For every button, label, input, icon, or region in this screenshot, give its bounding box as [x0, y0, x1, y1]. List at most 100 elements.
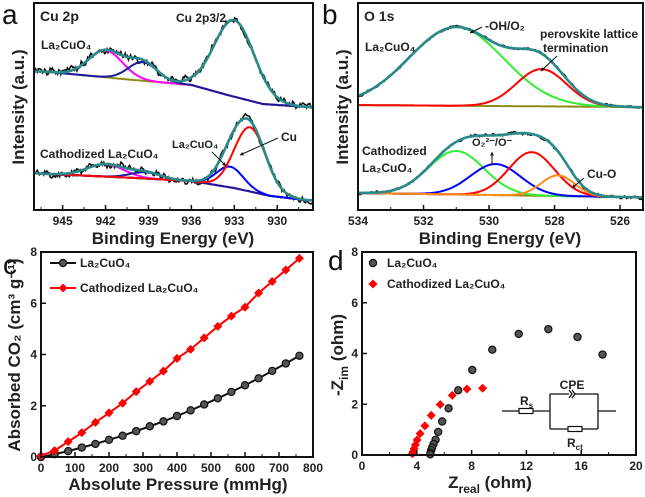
data-point	[226, 311, 236, 321]
data-point	[186, 406, 195, 415]
data-point	[295, 351, 304, 360]
arrow-cu	[239, 137, 279, 156]
annotation-cu2p32: Cu 2p3/2	[176, 11, 226, 25]
data-point	[267, 276, 277, 286]
panel-a-xtick-label: 936	[181, 214, 201, 228]
fit-envelope-a0	[33, 18, 314, 109]
panel-c-xtick-label: 500	[201, 461, 221, 475]
panel-b-xtick-label: 532	[414, 214, 434, 228]
legend-label-c-1: Cathodized La₂CuO₄	[80, 281, 199, 295]
data-point	[104, 435, 114, 445]
data-point	[268, 366, 277, 376]
annotation-oh: -OH/O₂	[485, 19, 525, 33]
panel-letter-b: b	[322, 0, 338, 30]
data-point	[227, 387, 236, 397]
arrow-la2cuo4-head	[222, 162, 226, 166]
panel-d-ytick-label: 0	[351, 448, 358, 462]
legend-marker-d-1	[368, 279, 378, 289]
panel-c-ytick-label: 4	[30, 348, 37, 362]
data-point	[90, 417, 100, 427]
panel-a-xtick-label: 945	[53, 214, 73, 228]
panel-d-xtick-label: 0	[359, 459, 366, 473]
annotation-perovskite-1: perovskite lattice	[540, 27, 638, 41]
data-point	[426, 410, 436, 420]
data-point	[433, 427, 443, 437]
data-point	[199, 333, 209, 343]
panel-b-frame	[357, 2, 644, 211]
data-point	[63, 446, 73, 456]
annotation-la2cuo4-component: La₂CuO₄	[172, 139, 218, 151]
label-cathodized-b-1: Cathodized	[362, 144, 427, 158]
data-point	[63, 437, 73, 447]
panel-b-xtick-label: 526	[610, 214, 630, 228]
legend-marker-d-0	[368, 258, 378, 268]
data-point	[544, 324, 553, 334]
panel-d: 0 4 8 12 16 20 0 2 4 6 8	[351, 245, 643, 473]
panel-d-xtick-label: 16	[575, 459, 589, 473]
panel-a-xtick-label: 933	[224, 214, 244, 228]
panel-c-ytick-label: 0	[30, 450, 37, 464]
panel-c-ytick-label: 6	[30, 296, 37, 310]
data-point	[131, 387, 141, 397]
legend-label-c-0: La₂CuO₄	[80, 256, 131, 270]
panel-d-ytick-label: 4	[351, 347, 358, 361]
panel-letter-a: a	[2, 0, 18, 30]
data-point	[199, 400, 209, 409]
arrow-perovskite	[540, 55, 558, 72]
data-point	[488, 345, 497, 354]
panel-c-xtick-label: 200	[99, 461, 119, 475]
data-point	[435, 400, 445, 410]
panel-b-title: O 1s	[364, 8, 395, 24]
data-point	[281, 265, 291, 275]
panel-b: 534 532 530 528 526	[348, 2, 644, 228]
legend-marker-c-1	[58, 283, 68, 293]
data-point	[462, 384, 472, 394]
panel-a-xtick-label: 930	[267, 214, 287, 228]
annotation-o2: O₂²⁻/O⁻	[472, 137, 513, 149]
panel-d-ytick-label: 6	[351, 296, 358, 310]
fit-envelope-b0	[357, 25, 643, 109]
circuit-rct-label: Rct	[567, 436, 583, 452]
legend-label-d-1: Cathodized La₂CuO₄	[387, 277, 506, 291]
panel-letter-d: d	[328, 245, 344, 276]
annotation-cu: Cu	[281, 130, 297, 144]
panel-b-xtick-label: 530	[479, 214, 499, 228]
label-cathodized-b-2: La₂CuO₄	[362, 161, 413, 175]
panel-c: 0 100 200 300 400 500 600 700 800 0 2 4 6 8	[30, 245, 323, 475]
data-point	[91, 439, 100, 449]
data-point	[240, 302, 250, 312]
cpe-icon	[568, 389, 576, 399]
arrow-cuo-head	[572, 184, 576, 188]
panel-c-xtick-label: 0	[38, 461, 45, 475]
panel-c-xtick-label: 700	[269, 461, 289, 475]
data-point	[573, 332, 582, 342]
panel-c-ytick-label: 8	[30, 245, 37, 259]
resistor-rs-icon	[518, 407, 534, 415]
data-point	[118, 431, 127, 440]
panel-a: 945 942 939 936 933 930	[33, 2, 314, 228]
panel-a-xtick-label: 942	[96, 214, 116, 228]
panel-c-xtick-label: 600	[235, 461, 255, 475]
data-point	[444, 404, 453, 413]
x-axis-label-d: Zreal (ohm)	[448, 473, 532, 496]
panel-c-xtick-label: 300	[133, 461, 153, 475]
annotation-cuo: Cu-O	[587, 167, 616, 181]
data-point	[240, 381, 250, 390]
data-point	[415, 429, 425, 439]
data-point	[294, 253, 304, 263]
data-point	[453, 386, 463, 395]
y-axis-label-d: -Zim (ohm)	[328, 314, 351, 396]
data-point	[420, 421, 430, 431]
arrow-o2-head	[490, 152, 494, 156]
resistor-rct-icon	[567, 425, 583, 433]
data-point	[281, 359, 290, 368]
fit-component-red	[358, 68, 643, 109]
series-line-0	[40, 354, 300, 458]
data-point	[77, 443, 87, 452]
data-point	[213, 394, 222, 403]
arrow-perovskite-head	[541, 67, 545, 71]
y-axis-label-c: Absorbed CO₂ (cm³ g⁻¹)	[5, 258, 24, 451]
label-la2cuo4-top-b: La₂CuO₄	[365, 40, 416, 54]
data-point	[131, 426, 141, 436]
